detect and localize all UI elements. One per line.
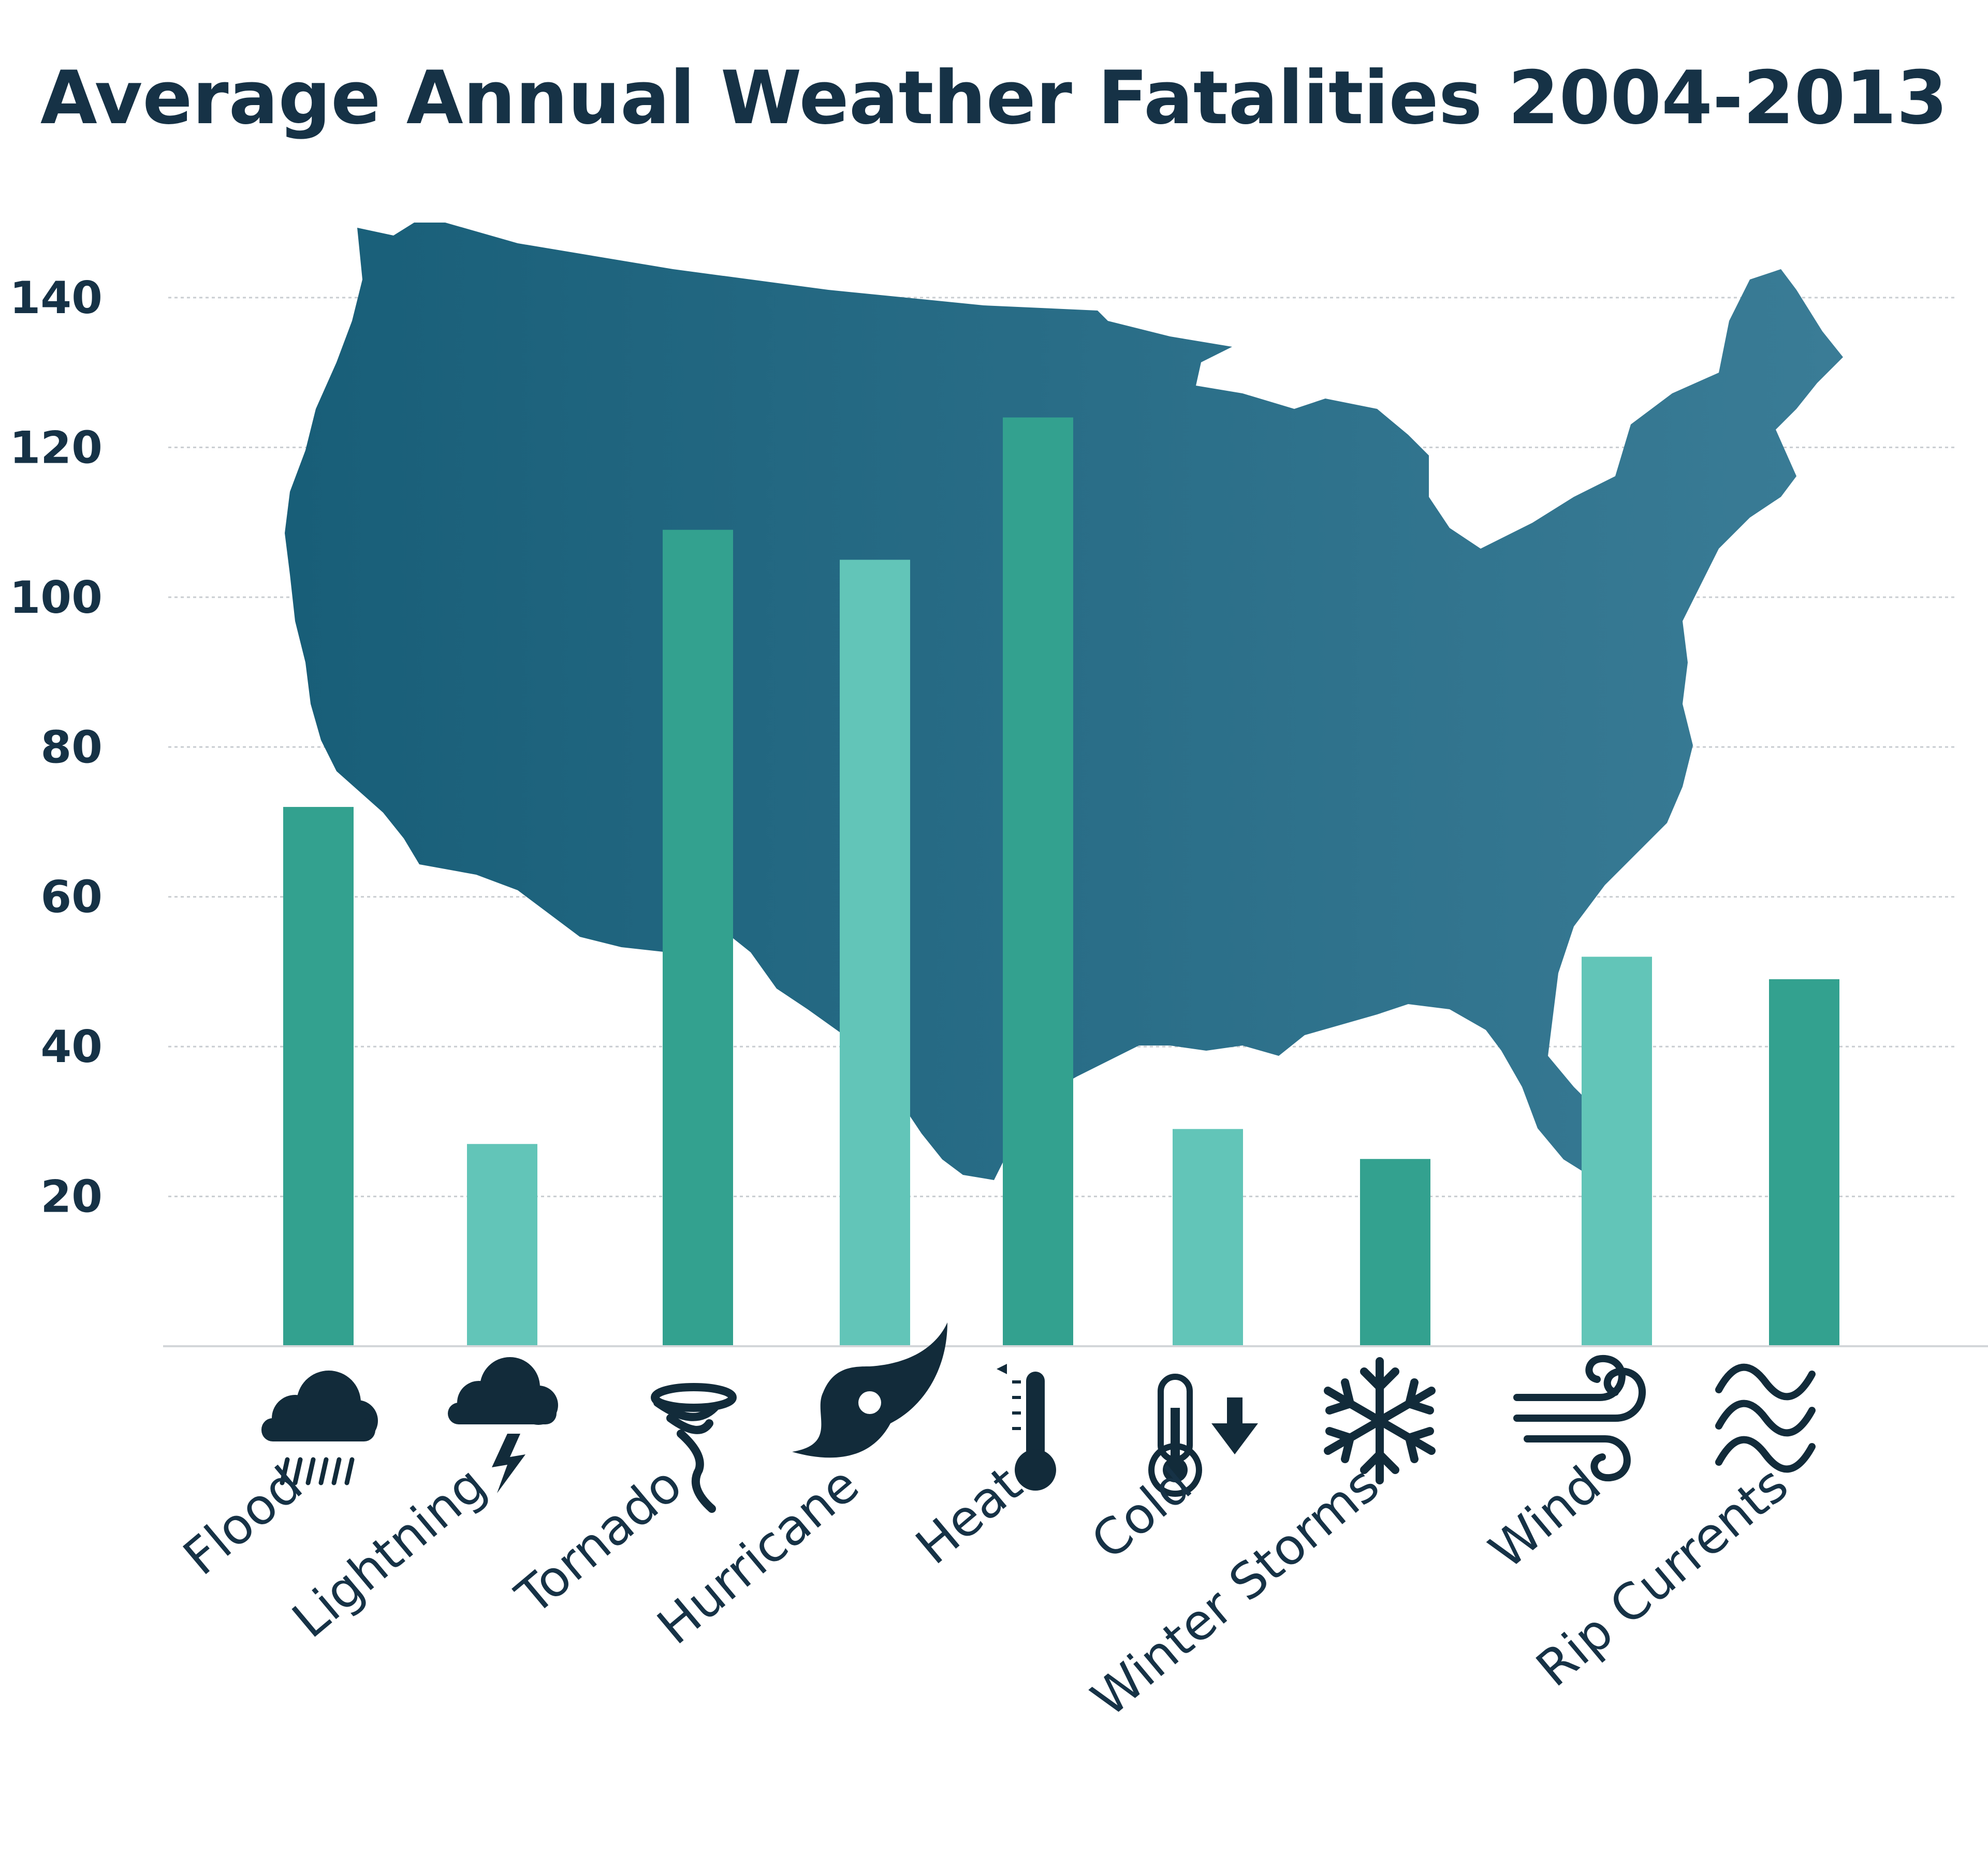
y-tick-label-80: 80 bbox=[40, 722, 103, 773]
waves-icon bbox=[1715, 1363, 1816, 1473]
y-tick-label-60: 60 bbox=[40, 872, 103, 923]
bar-rip-currents bbox=[1769, 979, 1839, 1346]
rain-cloud-icon bbox=[261, 1371, 378, 1485]
bar-cold bbox=[1173, 1129, 1243, 1346]
bar-lightning bbox=[467, 1144, 537, 1346]
x-tick-label-wind: Wind bbox=[1479, 1455, 1612, 1580]
x-tick-label-flood: Flood bbox=[172, 1455, 313, 1586]
thermometer-icon bbox=[997, 1364, 1056, 1491]
category-icons bbox=[261, 1322, 1816, 1513]
wind-icon bbox=[1513, 1355, 1646, 1482]
y-tick-label-100: 100 bbox=[9, 572, 103, 624]
lightning-cloud-icon bbox=[448, 1357, 558, 1493]
y-tick-label-40: 40 bbox=[40, 1021, 103, 1073]
y-tick-label-140: 140 bbox=[9, 272, 103, 324]
x-tick-label-lightning: Lightning bbox=[282, 1455, 497, 1649]
x-tick-label-heat: Heat bbox=[905, 1455, 1032, 1576]
cold-thermometer-icon bbox=[1148, 1374, 1258, 1497]
bars bbox=[283, 417, 1839, 1346]
y-tick-label-20: 20 bbox=[40, 1171, 103, 1223]
y-tick-label-120: 120 bbox=[9, 422, 103, 474]
snowflake-icon bbox=[1324, 1357, 1436, 1484]
bar-flood bbox=[283, 807, 354, 1346]
bar-winter-storms bbox=[1360, 1159, 1430, 1346]
y-axis-ticks: 20 40 60 80 100 120 140 bbox=[9, 272, 103, 1223]
bar-heat bbox=[1003, 417, 1073, 1346]
bar-hurricane bbox=[840, 560, 910, 1346]
chart-title: Average Annual Weather Fatalities 2004-2… bbox=[40, 55, 1948, 141]
hurricane-icon bbox=[792, 1322, 947, 1458]
bar-tornado bbox=[663, 529, 733, 1346]
tornado-icon bbox=[651, 1383, 737, 1513]
bar-wind bbox=[1582, 956, 1652, 1346]
